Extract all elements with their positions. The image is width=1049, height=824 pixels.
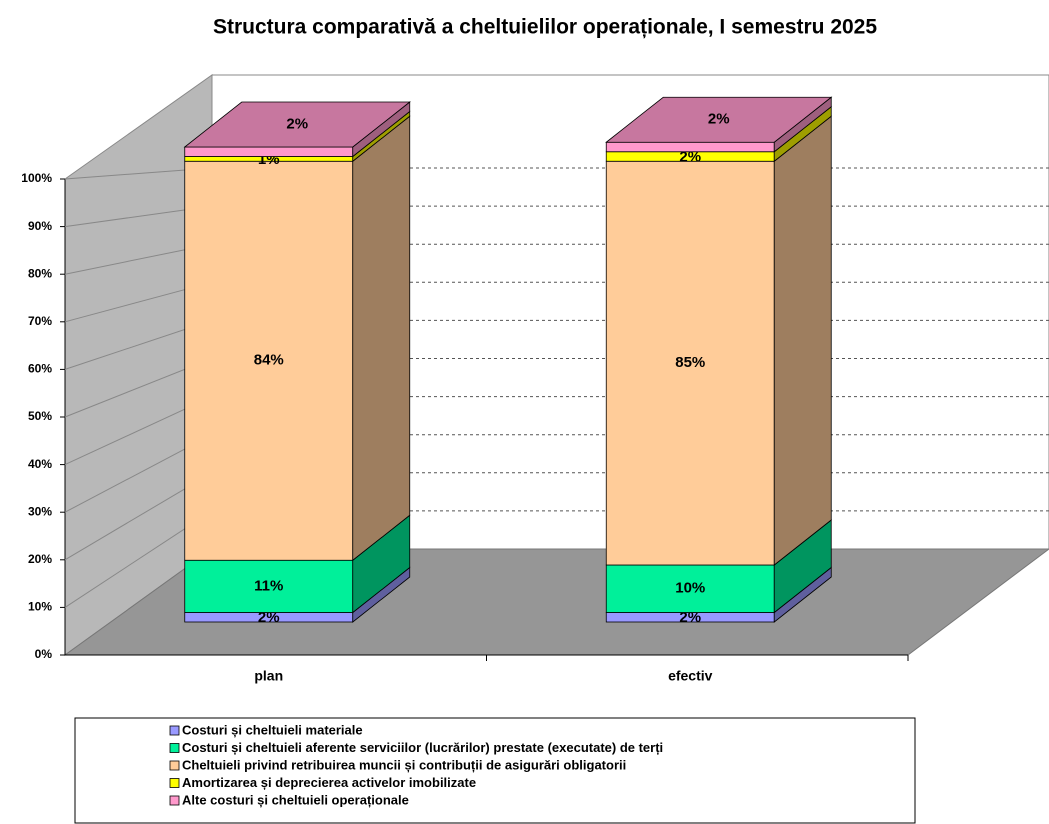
legend-swatch	[169, 795, 180, 806]
legend-swatch	[169, 743, 180, 753]
y-tick-label: 0%	[35, 647, 53, 661]
chart-title: Structura comparativă a cheltuielilor op…	[213, 16, 877, 39]
data-label: 84%	[254, 352, 284, 369]
legend-label: Amortizarea și deprecierea activelor imo…	[182, 775, 476, 790]
legend-swatch	[169, 760, 180, 771]
y-tick-label: 50%	[28, 409, 52, 423]
y-tick-label: 40%	[28, 457, 52, 471]
y-tick-label: 20%	[28, 552, 52, 566]
data-label: 2%	[679, 609, 701, 626]
y-tick-label: 100%	[21, 171, 52, 185]
y-tick-label: 30%	[28, 504, 52, 518]
data-label: 2%	[258, 609, 280, 626]
data-label: 11%	[254, 577, 283, 594]
bar-segment	[605, 160, 775, 566]
legend	[74, 717, 916, 824]
bar-top	[605, 96, 833, 143]
legend-label: Costuri și cheltuieli materiale	[182, 722, 363, 737]
y-tick-label: 90%	[28, 219, 52, 233]
legend-swatch	[169, 725, 180, 736]
y-tick-label: 10%	[28, 600, 52, 614]
bar-top	[183, 101, 411, 148]
data-label: 85%	[675, 354, 705, 371]
data-label: 2%	[286, 115, 308, 132]
bar-side	[773, 115, 832, 566]
data-label: 2%	[679, 148, 701, 165]
bar-side	[352, 115, 411, 562]
x-tick-label: plan	[254, 668, 283, 684]
y-tick-label: 70%	[28, 314, 52, 328]
bar-segment	[184, 146, 354, 157]
y-tick-label: 80%	[28, 266, 52, 280]
legend-swatch	[169, 778, 180, 788]
x-tick-label: efectiv	[668, 668, 713, 684]
bar-segment	[184, 160, 354, 561]
legend-label: Costuri și cheltuieli aferente serviciil…	[182, 740, 663, 755]
bar-segment	[605, 564, 775, 613]
y-tick-label: 60%	[28, 362, 52, 376]
bar-segment	[184, 559, 354, 613]
legend-label: Alte costuri și cheltuieli operaționale	[182, 792, 409, 807]
data-label: 10%	[675, 580, 705, 597]
legend-label: Cheltuieli privind retribuirea muncii și…	[182, 757, 626, 772]
bar-segment	[605, 141, 775, 153]
data-label: 2%	[708, 111, 730, 128]
